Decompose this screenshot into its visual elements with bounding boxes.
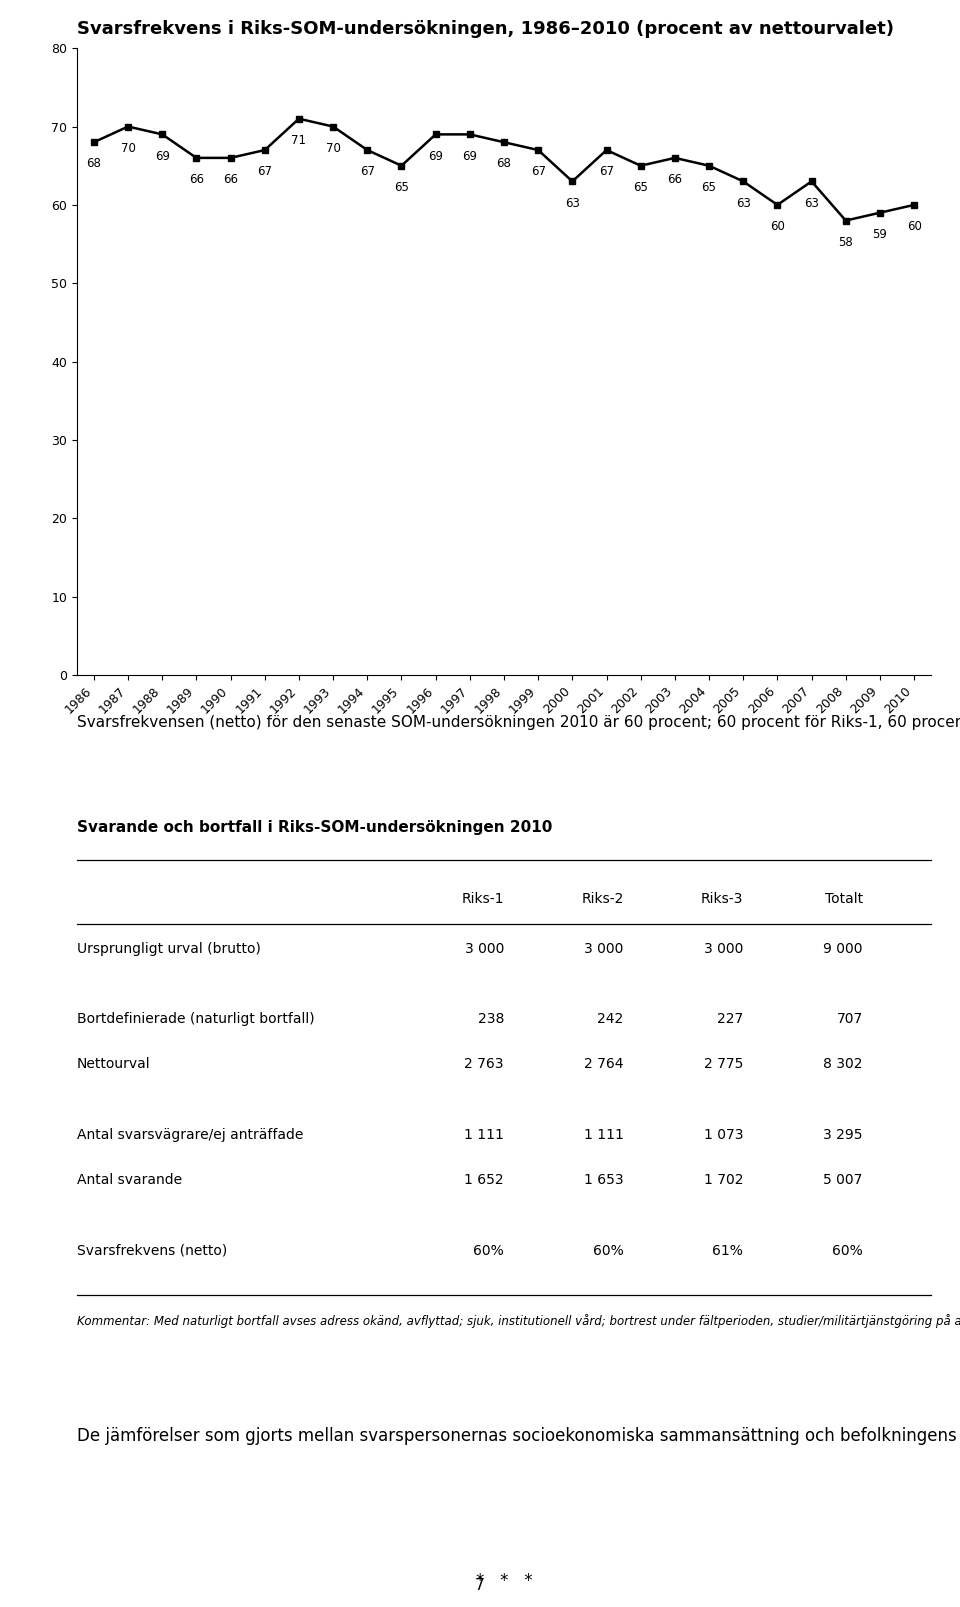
- Text: 58: 58: [838, 236, 853, 249]
- Text: 242: 242: [597, 1012, 624, 1027]
- Text: 1 652: 1 652: [465, 1173, 504, 1188]
- Text: 67: 67: [360, 166, 374, 178]
- Text: 66: 66: [667, 174, 683, 186]
- Text: 1 111: 1 111: [464, 1128, 504, 1143]
- Text: 1 073: 1 073: [704, 1128, 743, 1143]
- Text: 2 763: 2 763: [465, 1057, 504, 1072]
- Text: 67: 67: [257, 166, 273, 178]
- Text: 69: 69: [155, 149, 170, 162]
- Text: 69: 69: [463, 149, 477, 162]
- Text: Antal svarande: Antal svarande: [77, 1173, 182, 1188]
- Text: 63: 63: [564, 196, 580, 209]
- Text: 60%: 60%: [593, 1244, 624, 1258]
- Text: Bortdefinierade (naturligt bortfall): Bortdefinierade (naturligt bortfall): [77, 1012, 315, 1027]
- Text: 65: 65: [634, 182, 648, 194]
- Text: 59: 59: [873, 228, 887, 241]
- Text: 65: 65: [394, 182, 409, 194]
- Text: 68: 68: [86, 157, 102, 170]
- Text: Riks-3: Riks-3: [701, 892, 743, 906]
- Text: *   *   *: * * *: [476, 1572, 532, 1589]
- Text: 60: 60: [906, 220, 922, 233]
- Text: 3 295: 3 295: [824, 1128, 863, 1143]
- Text: 3 000: 3 000: [704, 942, 743, 956]
- Text: 67: 67: [599, 166, 614, 178]
- Text: Svarsfrekvensen (netto) för den senaste SOM-undersökningen 2010 är 60 procent; 6: Svarsfrekvensen (netto) för den senaste …: [77, 715, 960, 730]
- Text: 2 775: 2 775: [704, 1057, 743, 1072]
- Text: 238: 238: [478, 1012, 504, 1027]
- Text: 61%: 61%: [712, 1244, 743, 1258]
- Text: 66: 66: [223, 174, 238, 186]
- Text: 67: 67: [531, 166, 545, 178]
- Text: 63: 63: [735, 196, 751, 209]
- Text: 60%: 60%: [473, 1244, 504, 1258]
- Text: 1 111: 1 111: [584, 1128, 624, 1143]
- Text: 60: 60: [770, 220, 785, 233]
- Text: Nettourval: Nettourval: [77, 1057, 151, 1072]
- Text: 68: 68: [496, 157, 512, 170]
- Text: Svarsfrekvens i Riks-SOM-undersökningen, 1986–2010 (procent av nettourvalet): Svarsfrekvens i Riks-SOM-undersökningen,…: [77, 21, 894, 39]
- Text: 1 653: 1 653: [584, 1173, 624, 1188]
- Text: De jämförelser som gjorts mellan svarspersonernas socioekonomiska sammansättning: De jämförelser som gjorts mellan svarspe…: [77, 1427, 960, 1445]
- Text: 69: 69: [428, 149, 444, 162]
- Text: 65: 65: [702, 182, 716, 194]
- Text: Riks-2: Riks-2: [581, 892, 624, 906]
- Text: Kommentar: Med naturligt bortfall avses adress okänd, avflyttad; sjuk, instituti: Kommentar: Med naturligt bortfall avses …: [77, 1315, 960, 1329]
- Text: 71: 71: [292, 133, 306, 146]
- Text: 227: 227: [717, 1012, 743, 1027]
- Text: Ursprungligt urval (brutto): Ursprungligt urval (brutto): [77, 942, 261, 956]
- Text: 707: 707: [836, 1012, 863, 1027]
- Text: 70: 70: [121, 141, 135, 154]
- Text: 1 702: 1 702: [704, 1173, 743, 1188]
- Text: 9 000: 9 000: [824, 942, 863, 956]
- Text: 63: 63: [804, 196, 819, 209]
- Text: Antal svarsvägrare/ej anträffade: Antal svarsvägrare/ej anträffade: [77, 1128, 303, 1143]
- Text: 70: 70: [325, 141, 341, 154]
- Text: 8 302: 8 302: [824, 1057, 863, 1072]
- Text: 2 764: 2 764: [584, 1057, 624, 1072]
- Text: 3 000: 3 000: [585, 942, 624, 956]
- Text: 5 007: 5 007: [824, 1173, 863, 1188]
- Text: 7: 7: [475, 1578, 485, 1593]
- Text: Svarsfrekvens (netto): Svarsfrekvens (netto): [77, 1244, 228, 1258]
- Text: Riks-1: Riks-1: [462, 892, 504, 906]
- Text: 3 000: 3 000: [465, 942, 504, 956]
- Text: 60%: 60%: [832, 1244, 863, 1258]
- Text: Totalt: Totalt: [825, 892, 863, 906]
- Text: Svarande och bortfall i Riks-SOM-undersökningen 2010: Svarande och bortfall i Riks-SOM-undersö…: [77, 820, 552, 834]
- Text: 66: 66: [189, 174, 204, 186]
